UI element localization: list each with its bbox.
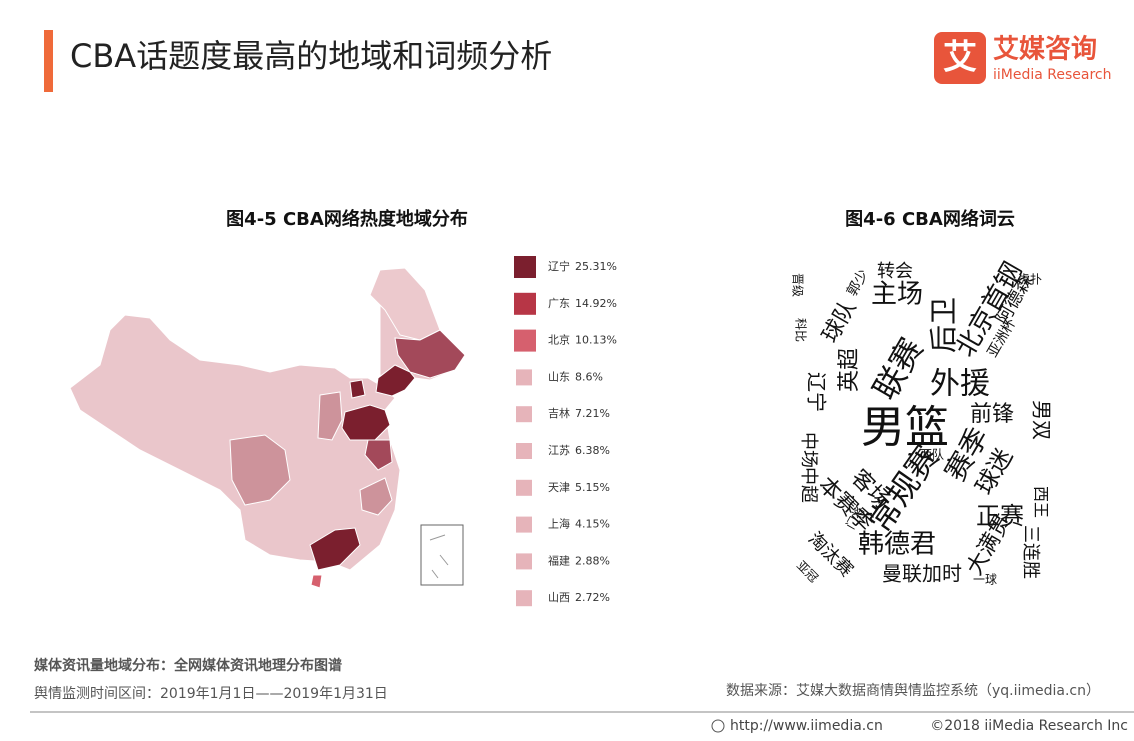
- legend-swatch: [516, 553, 532, 570]
- legend-swatch: [516, 406, 532, 423]
- cloud-title: 图4-6 CBA网络词云: [845, 208, 1015, 230]
- cloud-word: 郭少: [843, 266, 872, 299]
- south-sea-inset: [420, 524, 464, 586]
- legend-value: 25.31%: [575, 260, 617, 273]
- cloud-word: 主场: [871, 280, 923, 310]
- cloud-word: 亚冠: [794, 558, 821, 585]
- legend-swatch: [514, 256, 536, 278]
- china-map: [69, 267, 466, 589]
- cloud-word: 两队: [920, 447, 944, 462]
- legend-swatch: [516, 516, 532, 533]
- source-note: 媒体资讯量地域分布：全网媒体资讯地理分布图谱: [33, 657, 342, 674]
- legend-name: 山西: [548, 591, 570, 604]
- legend-name: 福建: [548, 553, 570, 567]
- cloud-word: 后卫: [927, 297, 960, 353]
- legend-value: 14.92%: [575, 297, 617, 310]
- cloud-word: 球队: [818, 296, 862, 347]
- cloud-word: 大满贯: [962, 510, 1017, 580]
- legend-value: 5.15%: [575, 481, 610, 494]
- cloud-word: 一球: [973, 573, 997, 587]
- legend-value: 2.88%: [575, 554, 610, 567]
- cloud-word: 西王: [1032, 486, 1051, 518]
- legend-swatch: [514, 329, 536, 352]
- cloud-word: 转会: [877, 261, 913, 282]
- cloud-word: 中超: [798, 467, 819, 503]
- legend-value: 8.6%: [575, 370, 603, 383]
- legend-swatch: [516, 443, 532, 459]
- legend-name: 广东: [548, 297, 570, 310]
- cloud-word: 外援: [930, 367, 990, 402]
- legend-swatch: [516, 590, 532, 607]
- logo-cn: 艾媒咨询: [993, 34, 1097, 65]
- cloud-word: 男篮: [861, 402, 949, 453]
- legend-value: 10.13%: [575, 334, 617, 347]
- cloud-word: 男双: [1030, 400, 1054, 440]
- url: http://www.iimedia.cn: [730, 718, 883, 734]
- map-title: 图4-5 CBA网络热度地域分布: [226, 208, 468, 230]
- legend-value: 6.38%: [575, 444, 610, 457]
- cloud-word: 科比: [794, 318, 808, 342]
- logo-box: [934, 32, 986, 84]
- page-title: CBA话题度最高的地域和词频分析: [70, 37, 552, 75]
- legend-value: 2.72%: [575, 591, 610, 604]
- cloud-word: 中场: [798, 432, 819, 468]
- cloud-word: 正赛: [976, 502, 1024, 530]
- cloud-word: 韩德君: [858, 530, 936, 560]
- legend-value: 7.21%: [575, 407, 610, 420]
- legend-name: 上海: [548, 517, 570, 531]
- cloud-word: 辽宁: [805, 372, 829, 412]
- legend-name: 辽宁: [548, 259, 570, 273]
- legend-name: 北京: [548, 333, 570, 347]
- cloud-word: 三连胜: [1020, 525, 1041, 579]
- legend-name: 江苏: [548, 444, 570, 457]
- cloud-word: 前锋: [970, 402, 1014, 427]
- copyright: ©2018 iiMedia Research Inc: [930, 718, 1128, 734]
- cloud-word: 联赛: [866, 332, 931, 406]
- legend-swatch: [516, 369, 532, 386]
- cloud-word: 虎扑: [1018, 273, 1042, 287]
- legend-value: 4.15%: [575, 518, 610, 531]
- legend-name: 吉林: [548, 406, 570, 420]
- data-source: 数据来源：艾媒大数据商情舆情监控系统（yq.iimedia.cn）: [726, 683, 1100, 699]
- cloud-word: 晋级: [791, 273, 805, 297]
- legend-swatch: [516, 479, 532, 496]
- cloud-word: 英超: [837, 348, 862, 392]
- period: 舆情监测时间区间：2019年1月1日——2019年1月31日: [34, 686, 388, 702]
- legend-swatch: [514, 292, 536, 315]
- legend-name: 山东: [548, 370, 570, 383]
- logo-en: iiMedia Research: [993, 67, 1112, 83]
- legend-name: 天津: [548, 481, 570, 494]
- inset-lines: [429, 534, 449, 579]
- title-accent: [44, 30, 53, 92]
- cloud-word: 曼联加时: [882, 562, 962, 586]
- logo-mark: 艾: [943, 38, 977, 78]
- globe-icon: [711, 719, 725, 733]
